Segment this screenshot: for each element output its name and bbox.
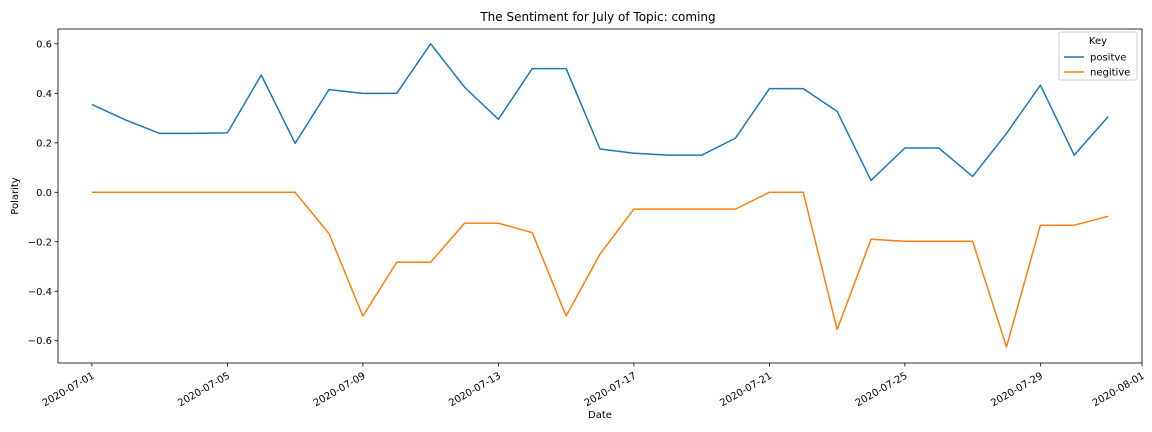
series-line-positve: [91, 43, 1109, 182]
legend-title: Key: [1089, 36, 1107, 47]
legend: Key positve negitive: [1058, 31, 1138, 81]
x-tick-label: 2020-08-01: [1091, 371, 1147, 410]
y-tick-label: −0.6: [28, 336, 52, 347]
y-tick-label: 0.6: [36, 39, 52, 50]
x-axis: 2020-07-01 2020-07-05 2020-07-09 2020-07-13…: [41, 363, 1147, 409]
x-tick-label: 2020-07-21: [718, 371, 774, 410]
legend-label-positve: positve: [1090, 53, 1126, 64]
series-line-negitive: [91, 191, 1109, 348]
legend-items: positve negitive: [1064, 53, 1130, 79]
y-tick-label: 0.0: [36, 188, 52, 199]
y-tick-label: −0.4: [28, 287, 52, 298]
x-axis-label: Date: [588, 410, 612, 421]
x-tick-label: 2020-07-01: [41, 371, 97, 410]
y-tick-label: −0.2: [28, 237, 52, 248]
x-tick-label: 2020-07-25: [854, 371, 910, 410]
plot-area: [57, 28, 1143, 364]
x-tick-label: 2020-07-29: [989, 371, 1045, 410]
x-tick-label: 2020-07-17: [583, 371, 639, 410]
legend-box: [1058, 31, 1138, 81]
x-tick-label: 2020-07-09: [312, 371, 368, 410]
y-tick-label: 0.4: [36, 89, 52, 100]
y-axis-label: Polarity: [10, 177, 21, 215]
x-tick-label: 2020-07-13: [447, 371, 503, 410]
chart-title: The Sentiment for July of Topic: coming: [479, 10, 715, 24]
legend-label-negitive: negitive: [1090, 68, 1130, 79]
y-axis: 0.6 0.4 0.2 0.0 −0.2 −0.4 −0.6: [28, 39, 58, 347]
series-layer: [91, 43, 1109, 348]
y-tick-label: 0.2: [36, 138, 52, 149]
x-tick-label: 2020-07-05: [176, 371, 232, 410]
